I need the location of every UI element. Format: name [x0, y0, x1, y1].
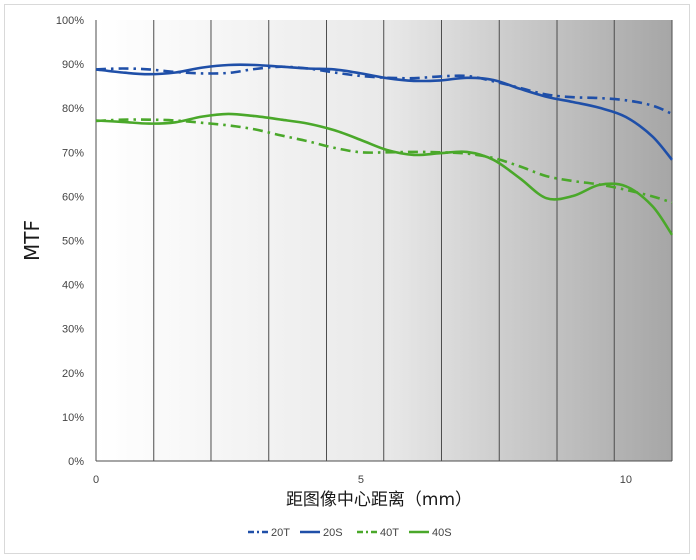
x-tick-label: 5 — [358, 474, 364, 486]
legend-label-40s: 40S — [432, 527, 452, 539]
legend-label-40t: 40T — [380, 527, 399, 539]
y-tick-label: 100% — [56, 15, 84, 27]
gridlines — [95, 20, 673, 462]
mtf-chart: 0% 10% 20% 30% 40% 50% 60% 70% 80% 90% 100% 0 5 10 M… — [20, 15, 674, 539]
y-tick-label: 70% — [62, 147, 84, 159]
y-tick-labels: 0% 10% 20% 30% 40% 50% 60% 70% 80% 90% 100% — [56, 15, 84, 468]
series-line-20s — [95, 63, 674, 161]
y-tick-label: 40% — [62, 280, 84, 292]
chart-frame: 0% 10% 20% 30% 40% 50% 60% 70% 80% 90% 100% 0 5 10 M… — [4, 4, 690, 554]
y-tick-label: 0% — [68, 456, 84, 468]
legend-label-20t: 20T — [271, 527, 290, 539]
x-axis-title: 距图像中心距离（mm） — [286, 490, 472, 510]
x-tick-labels: 0 5 10 — [93, 474, 632, 486]
y-tick-label: 50% — [62, 236, 84, 248]
y-tick-label: 10% — [62, 412, 84, 424]
series-line-40t — [95, 118, 673, 204]
y-tick-label: 80% — [62, 103, 84, 115]
y-tick-label: 20% — [62, 368, 84, 380]
x-tick-label: 0 — [93, 474, 99, 486]
y-axis-title: MTF — [20, 220, 44, 261]
series-lines — [95, 63, 674, 236]
y-tick-label: 30% — [62, 324, 84, 336]
legend: 20T 20S 40T 40S — [248, 527, 452, 539]
legend-label-20s: 20S — [323, 527, 343, 539]
y-tick-label: 60% — [62, 191, 84, 203]
x-tick-label: 10 — [620, 474, 632, 486]
series-line-40s — [95, 112, 674, 236]
y-tick-label: 90% — [62, 59, 84, 71]
